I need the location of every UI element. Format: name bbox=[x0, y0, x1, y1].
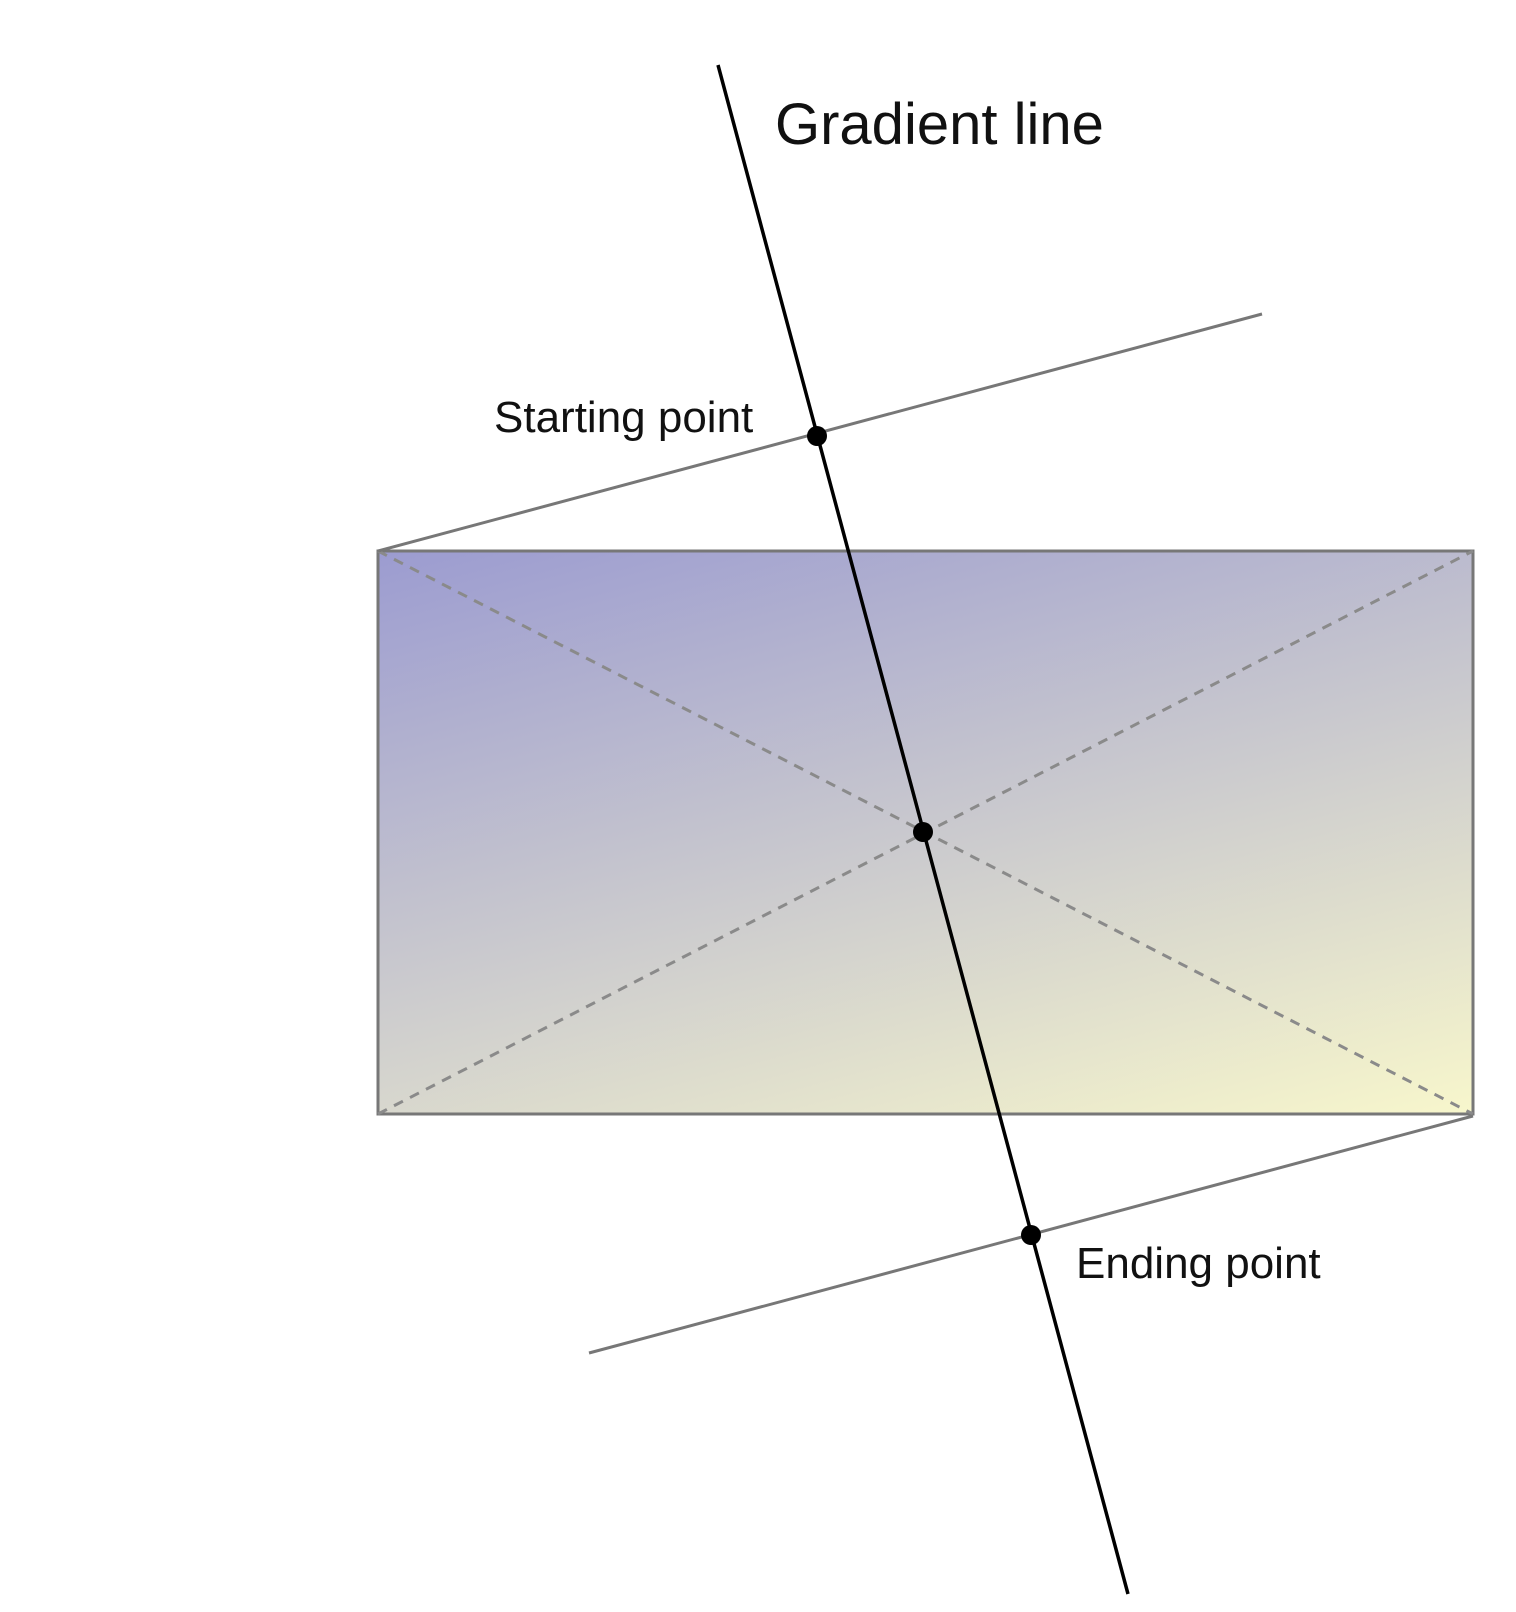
ending-point-label: Ending point bbox=[1076, 1239, 1321, 1288]
center-point-marker bbox=[913, 822, 933, 842]
starting-point-label: Starting point bbox=[494, 393, 753, 442]
starting-point-marker bbox=[807, 426, 827, 446]
gradient-line-label: Gradient line bbox=[775, 92, 1104, 157]
ending-point-marker bbox=[1021, 1225, 1041, 1245]
